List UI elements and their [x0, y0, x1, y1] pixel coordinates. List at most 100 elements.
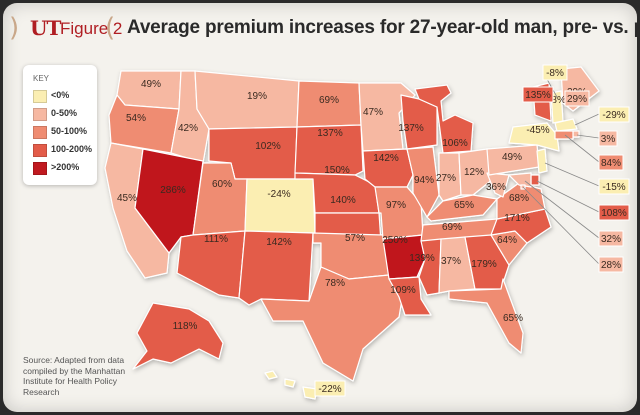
- header: ) UT Figure 2 ( Average premium increase…: [3, 3, 637, 53]
- callout-box: [542, 64, 568, 81]
- state-value-label: 68%: [509, 193, 529, 204]
- legend-swatch: [33, 126, 47, 139]
- state-value-label: 118%: [173, 321, 198, 332]
- callout-box: [598, 130, 618, 147]
- state-rhode-island: [572, 130, 580, 138]
- legend-swatch: [33, 108, 47, 121]
- figure-label: Figure 2: [60, 19, 123, 38]
- source-note: Source: Adapted from data compiled by th…: [23, 355, 126, 397]
- state-value-label: -45%: [526, 125, 549, 136]
- state-value-label: 97%: [386, 200, 406, 211]
- state-value-label: 19%: [247, 91, 267, 102]
- callout-box: [314, 380, 346, 397]
- brace-right: (: [105, 13, 116, 43]
- state-indiana: [438, 152, 462, 202]
- state-value-label: 36%: [486, 182, 506, 193]
- state-value-label: 42%: [178, 123, 198, 134]
- state-georgia: [464, 234, 510, 290]
- state-value-label: 78%: [325, 278, 345, 289]
- state-value-label: 65%: [503, 313, 523, 324]
- state-value-label: 137%: [317, 128, 343, 139]
- callout-line: [522, 186, 600, 265]
- state-maryland: [508, 172, 532, 188]
- state-value-label: 60%: [212, 179, 232, 190]
- state-value-label: 27%: [436, 173, 456, 184]
- state-value-label: 65%: [454, 200, 474, 211]
- callout-value-label: 84%: [601, 158, 621, 169]
- legend: KEY <0% 0-50% 50-100% 100-200% >200%: [23, 65, 97, 185]
- callout-value-label: 135%: [525, 90, 551, 101]
- callout-box: [598, 106, 630, 123]
- state-value-label: 69%: [319, 95, 339, 106]
- callout-value-label: 29%: [567, 94, 587, 105]
- callout-value-label: -29%: [602, 110, 625, 121]
- callout-value-label: 108%: [601, 208, 627, 219]
- legend-swatch: [33, 90, 47, 103]
- page-title: Average premium increases for 27-year-ol…: [127, 17, 637, 38]
- brand-logo: UT: [30, 16, 61, 40]
- callout-value-label: -8%: [546, 68, 564, 79]
- callout-line: [564, 134, 600, 163]
- state-connecticut: [554, 130, 574, 140]
- state-alaska: [132, 302, 224, 370]
- legend-swatch: [33, 144, 47, 157]
- callout-box: [598, 178, 630, 195]
- state-value-label: 150%: [324, 165, 350, 176]
- state-value-label: 69%: [442, 222, 462, 233]
- callout-value-label: -22%: [318, 384, 341, 395]
- state-value-label: 49%: [502, 152, 522, 163]
- legend-swatch: [33, 162, 47, 175]
- state-value-label: 140%: [330, 195, 356, 206]
- legend-label: >200%: [51, 162, 80, 172]
- callout-line: [536, 180, 600, 213]
- state-value-label: 142%: [373, 153, 399, 164]
- state-south-dakota: [294, 124, 364, 176]
- legend-label: <0%: [51, 90, 70, 100]
- state-value-label: 109%: [390, 285, 416, 296]
- state-washington: [116, 70, 182, 110]
- state-value-label: 102%: [255, 141, 281, 152]
- legend-title: KEY: [33, 74, 50, 83]
- state-value-label: -8%: [548, 95, 566, 106]
- state-delaware: [530, 174, 540, 186]
- state-value-label: 142%: [266, 237, 292, 248]
- callout-value-label: -15%: [602, 182, 625, 193]
- state-value-label: 111%: [204, 234, 228, 245]
- us-map: 49% 54% 45% 42% 286% 19% 102% 60% -24% 111% 142% 69…: [104, 64, 630, 400]
- callout-line: [576, 134, 600, 139]
- state-value-label: 139%: [409, 253, 435, 264]
- callout-line: [544, 162, 600, 187]
- legend-label: 50-100%: [51, 126, 88, 136]
- callout-line: [524, 180, 600, 239]
- state-new-jersey: [536, 148, 548, 174]
- state-colorado: [244, 178, 316, 234]
- state-value-label: 57%: [345, 233, 365, 244]
- state-value-label: 94%: [414, 175, 434, 186]
- callout-box: [598, 204, 630, 221]
- state-value-label: 47%: [363, 107, 383, 118]
- state-value-label: 286%: [160, 185, 186, 196]
- legend-label: 0-50%: [51, 108, 78, 118]
- state-mississippi: [418, 238, 442, 296]
- state-value-label: 45%: [117, 193, 137, 204]
- state-florida: [448, 278, 524, 354]
- brace-left: ): [9, 13, 20, 43]
- state-massachusetts: [554, 118, 578, 132]
- state-michigan: [414, 84, 474, 154]
- state-value-label: -24%: [267, 189, 290, 200]
- state-value-label: 137%: [398, 123, 424, 134]
- callout-box: [564, 90, 590, 107]
- state-value-label: 54%: [126, 113, 146, 124]
- callout-value-label: 3%: [601, 134, 616, 145]
- state-value-label: 179%: [471, 259, 497, 270]
- state-value-label: 171%: [504, 213, 530, 224]
- state-hawaii: [264, 370, 318, 400]
- figure-card: 49% 54% 45% 42% 286% 19% 102% 60% -24% 111% 142% 69…: [3, 3, 637, 412]
- state-value-label: 106%: [442, 138, 468, 149]
- state-arkansas: [382, 234, 426, 280]
- state-ohio: [458, 148, 494, 196]
- state-west-virginia: [486, 172, 510, 198]
- legend-label: 100-200%: [51, 144, 93, 154]
- state-value-label: 64%: [497, 235, 517, 246]
- state-value-label: 250%: [382, 235, 408, 246]
